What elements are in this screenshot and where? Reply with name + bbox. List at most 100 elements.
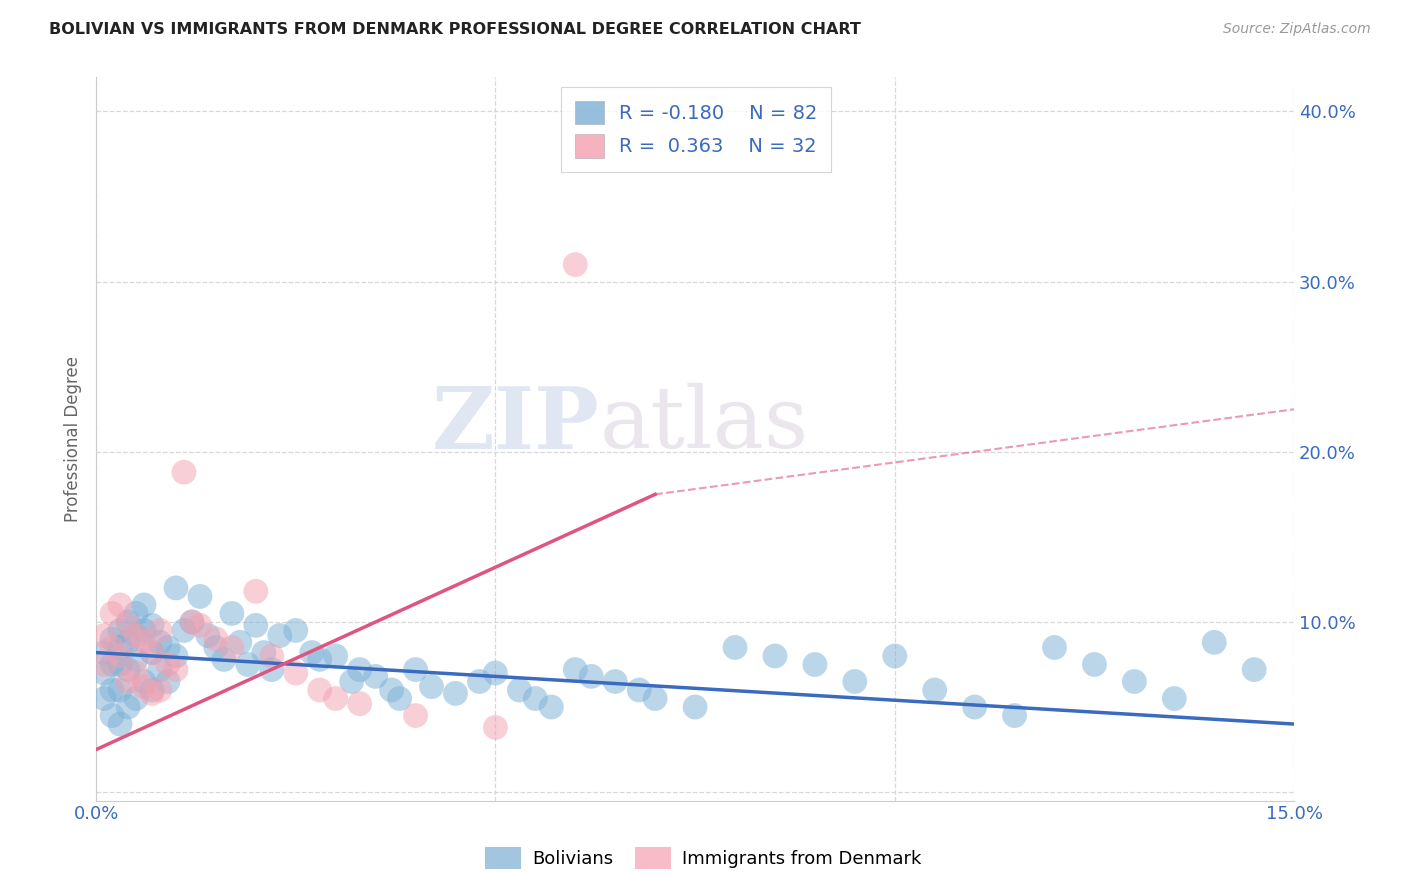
Point bbox=[724, 640, 747, 655]
Point bbox=[260, 648, 283, 663]
Point bbox=[1004, 708, 1026, 723]
Point bbox=[132, 635, 155, 649]
Point bbox=[117, 674, 139, 689]
Point bbox=[165, 581, 187, 595]
Point bbox=[405, 708, 427, 723]
Point bbox=[1163, 691, 1185, 706]
Point bbox=[405, 663, 427, 677]
Point bbox=[108, 640, 131, 655]
Point bbox=[141, 683, 163, 698]
Point bbox=[388, 691, 411, 706]
Point bbox=[804, 657, 827, 672]
Point bbox=[125, 691, 148, 706]
Point bbox=[149, 683, 172, 698]
Point bbox=[340, 674, 363, 689]
Point bbox=[149, 635, 172, 649]
Point bbox=[117, 635, 139, 649]
Legend: R = -0.180    N = 82, R =  0.363    N = 32: R = -0.180 N = 82, R = 0.363 N = 32 bbox=[561, 87, 831, 171]
Point bbox=[125, 607, 148, 621]
Point bbox=[325, 648, 347, 663]
Point bbox=[141, 618, 163, 632]
Point bbox=[125, 629, 148, 643]
Point bbox=[381, 683, 404, 698]
Point bbox=[1083, 657, 1105, 672]
Point bbox=[156, 674, 179, 689]
Y-axis label: Professional Degree: Professional Degree bbox=[65, 356, 82, 522]
Point bbox=[141, 646, 163, 660]
Text: Source: ZipAtlas.com: Source: ZipAtlas.com bbox=[1223, 22, 1371, 37]
Point bbox=[349, 663, 371, 677]
Point bbox=[173, 624, 195, 638]
Point bbox=[93, 646, 115, 660]
Point bbox=[93, 665, 115, 680]
Point bbox=[349, 697, 371, 711]
Legend: Bolivians, Immigrants from Denmark: Bolivians, Immigrants from Denmark bbox=[477, 838, 929, 879]
Point bbox=[508, 683, 530, 698]
Point bbox=[108, 624, 131, 638]
Point bbox=[181, 615, 204, 629]
Point bbox=[197, 629, 219, 643]
Point bbox=[364, 669, 387, 683]
Point bbox=[468, 674, 491, 689]
Point bbox=[883, 648, 905, 663]
Point bbox=[188, 590, 211, 604]
Point bbox=[205, 640, 228, 655]
Point bbox=[284, 624, 307, 638]
Point bbox=[173, 465, 195, 479]
Point bbox=[101, 683, 124, 698]
Point bbox=[540, 700, 562, 714]
Point bbox=[165, 648, 187, 663]
Point bbox=[236, 657, 259, 672]
Point bbox=[221, 640, 243, 655]
Point bbox=[260, 663, 283, 677]
Point bbox=[308, 652, 330, 666]
Point bbox=[141, 686, 163, 700]
Point bbox=[101, 607, 124, 621]
Point bbox=[763, 648, 786, 663]
Point bbox=[132, 598, 155, 612]
Point bbox=[484, 721, 506, 735]
Point bbox=[93, 629, 115, 643]
Point bbox=[1243, 663, 1265, 677]
Point bbox=[301, 646, 323, 660]
Point bbox=[101, 657, 124, 672]
Point bbox=[149, 624, 172, 638]
Point bbox=[683, 700, 706, 714]
Point bbox=[181, 615, 204, 629]
Point bbox=[132, 624, 155, 638]
Point bbox=[125, 629, 148, 643]
Point bbox=[117, 700, 139, 714]
Point bbox=[205, 632, 228, 646]
Point bbox=[108, 657, 131, 672]
Point bbox=[132, 674, 155, 689]
Point bbox=[101, 640, 124, 655]
Point bbox=[644, 691, 666, 706]
Point bbox=[484, 665, 506, 680]
Point bbox=[308, 683, 330, 698]
Point bbox=[141, 646, 163, 660]
Point bbox=[212, 652, 235, 666]
Point bbox=[924, 683, 946, 698]
Point bbox=[229, 635, 252, 649]
Point bbox=[524, 691, 547, 706]
Point bbox=[605, 674, 627, 689]
Point bbox=[581, 669, 603, 683]
Text: ZIP: ZIP bbox=[432, 383, 599, 467]
Point bbox=[188, 618, 211, 632]
Point bbox=[245, 618, 267, 632]
Point bbox=[108, 598, 131, 612]
Point bbox=[221, 607, 243, 621]
Point bbox=[125, 665, 148, 680]
Point bbox=[963, 700, 986, 714]
Point bbox=[564, 663, 586, 677]
Point bbox=[253, 646, 276, 660]
Point bbox=[325, 691, 347, 706]
Point bbox=[284, 665, 307, 680]
Point bbox=[149, 663, 172, 677]
Point bbox=[1204, 635, 1226, 649]
Point bbox=[108, 717, 131, 731]
Point bbox=[245, 584, 267, 599]
Point bbox=[1043, 640, 1066, 655]
Point bbox=[269, 629, 291, 643]
Point bbox=[125, 652, 148, 666]
